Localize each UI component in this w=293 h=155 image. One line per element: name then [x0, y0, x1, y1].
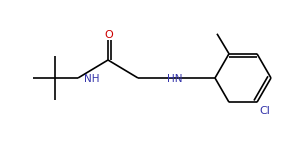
Text: HN: HN	[167, 74, 183, 84]
Text: Cl: Cl	[259, 106, 270, 116]
Text: NH: NH	[84, 74, 100, 84]
Text: O: O	[105, 30, 113, 40]
